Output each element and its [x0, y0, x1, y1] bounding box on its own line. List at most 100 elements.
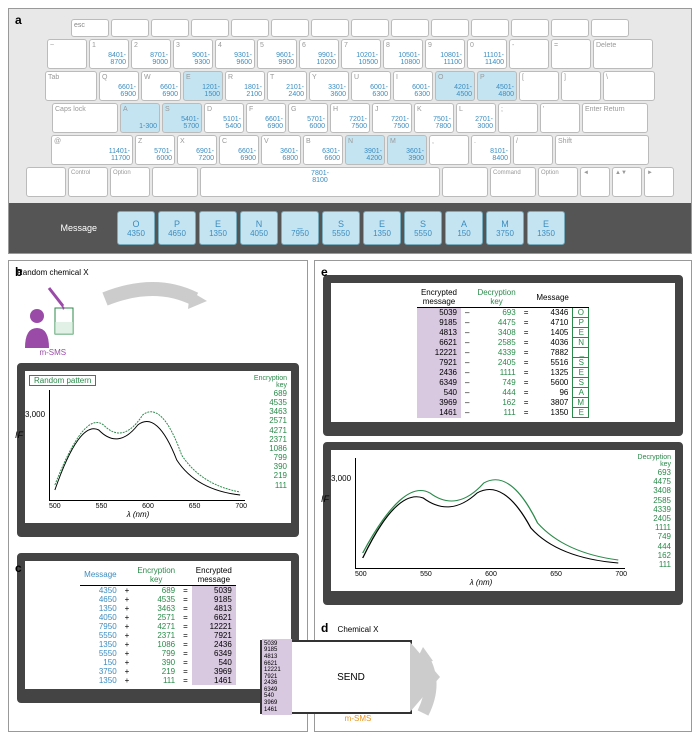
key-5: 59601-9900 — [257, 39, 297, 69]
key: Option — [538, 167, 578, 197]
caption-b: Random chemical X — [17, 269, 89, 278]
fn-key — [151, 19, 189, 37]
key-/: / — [513, 135, 553, 165]
msg-key: E1350 — [527, 211, 565, 245]
key-X: X6901-7200 — [177, 135, 217, 165]
panel-label-b: b — [15, 265, 22, 279]
panel-label-a: a — [15, 13, 22, 27]
key-4: 49301-9600 — [215, 39, 255, 69]
key-7: 710201-10500 — [341, 39, 381, 69]
key-;: ; — [498, 103, 538, 133]
key-0: 011101-11400 — [467, 39, 507, 69]
msg-key: E1350 — [363, 211, 401, 245]
key-S: S5401-5700 — [162, 103, 202, 133]
key-K: K7501-7800 — [414, 103, 454, 133]
key-9: 910801-11100 — [425, 39, 465, 69]
key-B: B6301-6600 — [303, 135, 343, 165]
msg-key: N4050 — [240, 211, 278, 245]
send-label: SEND — [292, 672, 410, 683]
key-1: 18401-8700 — [89, 39, 129, 69]
key-Z: Z5701-6000 — [135, 135, 175, 165]
key--: - — [509, 39, 549, 69]
key-Delete: Delete — [593, 39, 653, 69]
key-E: E1201-1500 — [183, 71, 223, 101]
key-3: 39001-9300 — [173, 39, 213, 69]
key-I: I6001-6300 — [393, 71, 433, 101]
key: Control — [68, 167, 108, 197]
msg-key: _7950 — [281, 211, 319, 245]
fn-key — [351, 19, 389, 37]
chart-e — [355, 458, 625, 569]
key-N: N3901-4200 — [345, 135, 385, 165]
key: ◄ — [580, 167, 610, 197]
dec-title: Decryption key — [627, 454, 671, 468]
key-V: V3601-6800 — [261, 135, 301, 165]
msg-key: M3750 — [486, 211, 524, 245]
key: ▲▼ — [612, 167, 642, 197]
key-M: M3601-3900 — [387, 135, 427, 165]
key-U: U6001-6300 — [351, 71, 391, 101]
msg-key: S5550 — [322, 211, 360, 245]
person-label-b: m-SMS — [17, 348, 89, 357]
key-G: G5701-6000 — [288, 103, 328, 133]
monitor-c: MessageEncryptionkeyEncryptedmessage4350… — [17, 553, 299, 703]
key: Option — [110, 167, 150, 197]
key-P: P4501-4800 — [477, 71, 517, 101]
key: 7801-8100 — [200, 167, 440, 197]
fn-key — [431, 19, 469, 37]
key-A: A1-300 — [120, 103, 160, 133]
key-H: H7201-7500 — [330, 103, 370, 133]
fn-key — [271, 19, 309, 37]
key-~: ~ — [47, 39, 87, 69]
monitor-e1: EncryptedmessageDecryptionkeyMessage5039… — [323, 275, 683, 436]
key-,: , — [429, 135, 469, 165]
fn-key — [311, 19, 349, 37]
keyboard: esc ~18401-870028701-900039001-930049301… — [19, 19, 681, 197]
key-6: 69901-10200 — [299, 39, 339, 69]
message-bar: Message O4350P4650E1350N4050_7950S5550E1… — [9, 203, 691, 253]
msg-key: P4650 — [158, 211, 196, 245]
send-region: 5039918548136621122217921243663495403969… — [260, 620, 440, 714]
key-Tab: Tab — [45, 71, 97, 101]
key-=: = — [551, 39, 591, 69]
panel-label-c: c — [15, 561, 22, 575]
panel-label-e: e — [321, 265, 328, 279]
fn-key — [391, 19, 429, 37]
key: Command — [490, 167, 536, 197]
key-L: L2701-3000 — [456, 103, 496, 133]
monitor-b: Random pattern 3,000 IF 500550600650700 … — [17, 363, 299, 537]
fn-key — [111, 19, 149, 37]
key — [442, 167, 488, 197]
chart-b — [49, 390, 245, 501]
fn-key — [511, 19, 549, 37]
key-': ' — [540, 103, 580, 133]
key-\: \ — [603, 71, 655, 101]
table-e: EncryptedmessageDecryptionkeyMessage5039… — [417, 287, 589, 418]
key — [152, 167, 198, 197]
key-.: .8101-8400 — [471, 135, 511, 165]
key — [26, 167, 66, 197]
panel-a: a esc ~18401-870028701-900039001-9300493… — [8, 8, 692, 254]
key-F: F6601-6900 — [246, 103, 286, 133]
key-Enter Return: Enter Return — [582, 103, 648, 133]
key-Y: Y3301-3600 — [309, 71, 349, 101]
msg-key: E1350 — [199, 211, 237, 245]
msg-key: A150 — [445, 211, 483, 245]
msg-key: S5550 — [404, 211, 442, 245]
key-[: [ — [519, 71, 559, 101]
key-Caps lock: Caps lock — [52, 103, 118, 133]
key-@: @11401-11700 — [51, 135, 133, 165]
message-label: Message — [17, 223, 97, 233]
send-box: 5039918548136621122217921243663495403969… — [260, 640, 412, 714]
person-icon — [17, 278, 77, 348]
key-D: D5101-5400 — [204, 103, 244, 133]
fn-key — [591, 19, 629, 37]
key-Q: Q6601-6900 — [99, 71, 139, 101]
msg-key: O4350 — [117, 211, 155, 245]
key-8: 810501-10800 — [383, 39, 423, 69]
enc-title: Encryption key — [247, 375, 287, 389]
arrow-icon — [95, 269, 215, 329]
key-J: J7201-7500 — [372, 103, 412, 133]
monitor-e2: 3,000 IF 500550600650700 λ (nm) Decrypti… — [323, 442, 683, 605]
fn-key — [471, 19, 509, 37]
